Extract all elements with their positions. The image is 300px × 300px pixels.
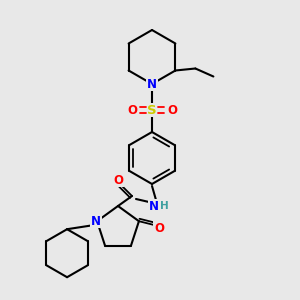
Text: S: S xyxy=(147,103,157,116)
Text: O: O xyxy=(167,103,177,116)
Text: O: O xyxy=(154,222,164,235)
Text: O: O xyxy=(113,173,123,187)
Text: O: O xyxy=(127,103,137,116)
Text: N: N xyxy=(91,215,101,228)
Text: N: N xyxy=(149,200,159,212)
Text: H: H xyxy=(160,201,168,211)
Text: N: N xyxy=(147,77,157,91)
